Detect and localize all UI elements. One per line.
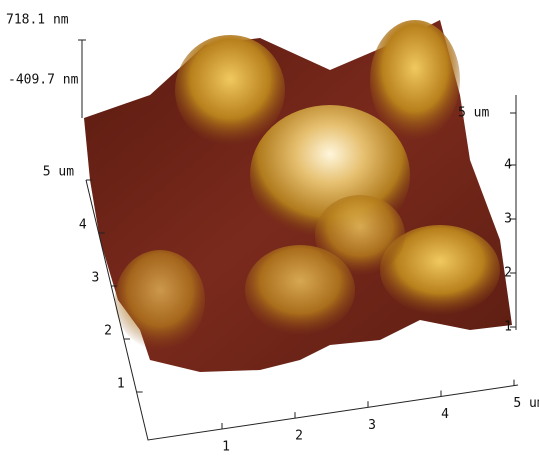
bottom-axis-labels: 1 2 3 4 5 um	[222, 380, 539, 455]
right-tick-label: 5 um	[458, 106, 489, 121]
left-tick-label: 2	[104, 324, 112, 339]
surface-ridge	[175, 35, 285, 145]
surface-ridge	[370, 20, 460, 140]
left-tick-label: 3	[92, 271, 100, 286]
surface-ridge	[115, 250, 205, 350]
z-min-label: -409.7 nm	[8, 73, 79, 88]
bottom-tick-label: 1	[222, 440, 230, 455]
left-tick-label: 5 um	[43, 165, 74, 180]
bottom-tick-label: 3	[368, 418, 376, 433]
right-tick-label: 3	[504, 212, 512, 227]
left-tick-label: 1	[117, 377, 125, 392]
right-tick-label: 2	[504, 266, 512, 281]
afm-surface-view: 718.1 nm -409.7 nm 5 um 4 3 2 1 1 2 3 4 5 um 5 u…	[0, 0, 539, 457]
z-max-label: 718.1 nm	[6, 13, 69, 28]
surface-ridge	[315, 195, 405, 275]
right-tick-label: 4	[504, 158, 512, 173]
bottom-tick-label: 2	[295, 429, 303, 444]
right-tick-label: 1	[504, 320, 512, 335]
left-tick-label: 4	[79, 218, 87, 233]
bottom-tick-label: 4	[441, 407, 449, 422]
bottom-tick-label: 5 um	[513, 396, 539, 411]
